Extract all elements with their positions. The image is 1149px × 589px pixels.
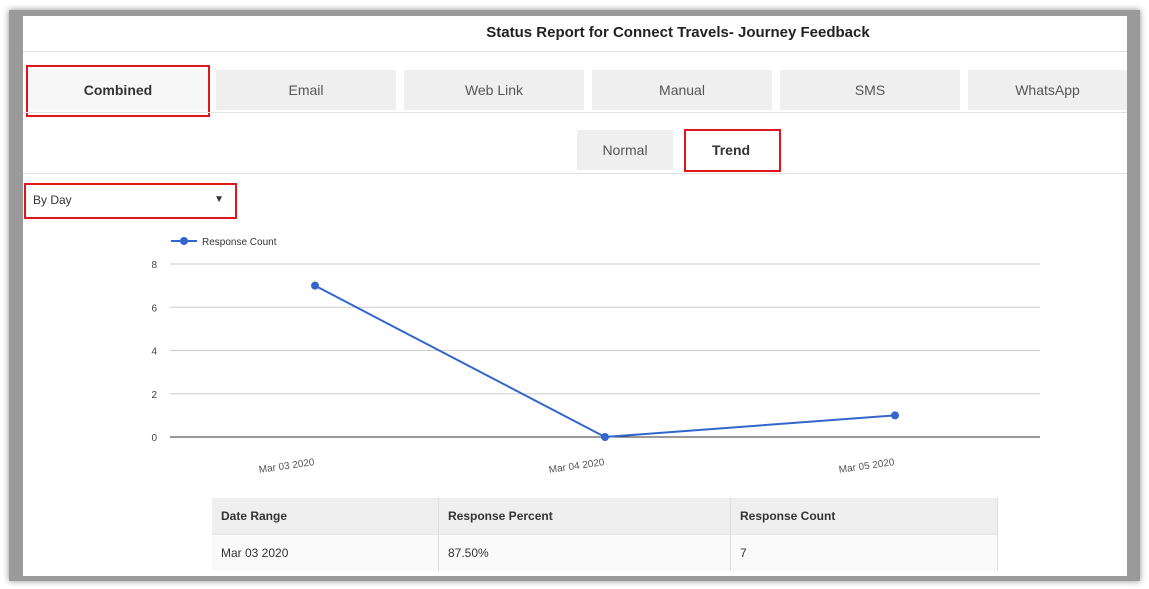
y-axis-ticks: 0 2 4 6 8 bbox=[151, 260, 157, 444]
header-response-count: Response Count bbox=[730, 498, 998, 535]
data-point bbox=[601, 433, 609, 441]
x-tick-label: Mar 03 2020 bbox=[258, 457, 316, 476]
y-tick-label: 6 bbox=[151, 303, 157, 314]
tab-manual[interactable]: Manual bbox=[592, 70, 772, 110]
x-tick-label: Mar 04 2020 bbox=[548, 457, 606, 476]
tab-web-link[interactable]: Web Link bbox=[404, 70, 584, 110]
header-response-percent: Response Percent bbox=[438, 498, 731, 535]
tab-whatsapp[interactable]: WhatsApp bbox=[968, 70, 1127, 110]
x-tick-label: Mar 05 2020 bbox=[838, 457, 896, 476]
tab-email[interactable]: Email bbox=[216, 70, 396, 110]
period-select[interactable]: By Day ▼ bbox=[26, 185, 234, 215]
x-axis-ticks: Mar 03 2020 Mar 04 2020 Mar 05 2020 bbox=[258, 457, 896, 476]
tab-sms[interactable]: SMS bbox=[780, 70, 960, 110]
table-header-row: Date Range Response Percent Response Cou… bbox=[212, 498, 998, 535]
trend-chart: Response Count 0 2 4 6 8 Mar 03 2020 Mar 04 2… bbox=[151, 237, 1040, 476]
legend-marker bbox=[180, 237, 188, 245]
y-tick-label: 4 bbox=[151, 347, 157, 358]
page-title: Status Report for Connect Travels- Journ… bbox=[23, 16, 1127, 52]
table-row: Mar 03 2020 87.50% 7 bbox=[212, 534, 998, 571]
cell-response-percent: 87.50% bbox=[438, 534, 731, 571]
y-tick-label: 0 bbox=[151, 433, 157, 444]
chart-series bbox=[311, 281, 899, 441]
legend-label: Response Count bbox=[202, 237, 277, 248]
chart-grid bbox=[170, 263, 1040, 438]
subtabs-divider bbox=[23, 173, 1127, 174]
y-tick-label: 8 bbox=[151, 260, 157, 271]
tab-normal[interactable]: Normal bbox=[577, 130, 673, 170]
results-table: Date Range Response Percent Response Cou… bbox=[212, 498, 998, 571]
header-date-range: Date Range bbox=[212, 498, 439, 535]
y-tick-label: 2 bbox=[151, 390, 157, 401]
cell-response-count: 7 bbox=[730, 534, 998, 571]
chart-legend: Response Count bbox=[171, 237, 277, 248]
dropdown-arrow-icon: ▼ bbox=[214, 194, 224, 205]
tabs-divider bbox=[23, 112, 1127, 113]
tab-trend[interactable]: Trend bbox=[684, 130, 778, 170]
series-line bbox=[314, 284, 896, 439]
data-point bbox=[891, 411, 899, 420]
report-panel: Status Report for Connect Travels- Journ… bbox=[23, 16, 1127, 576]
tab-combined[interactable]: Combined bbox=[28, 70, 208, 110]
period-select-value: By Day bbox=[33, 193, 72, 207]
data-point bbox=[311, 281, 319, 290]
cell-date-range: Mar 03 2020 bbox=[212, 534, 439, 571]
